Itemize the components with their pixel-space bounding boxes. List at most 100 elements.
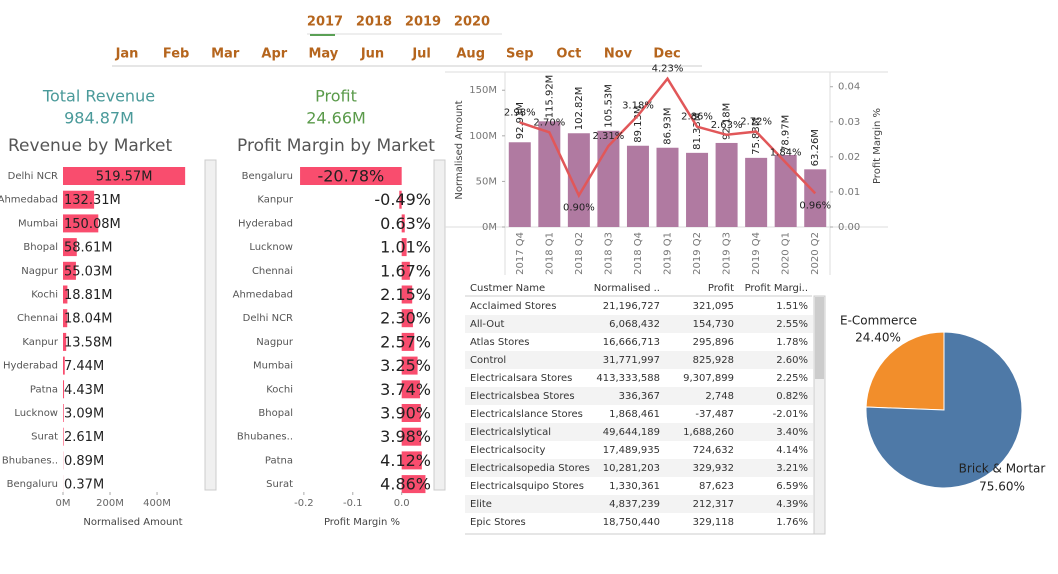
value-label: 3.74%	[380, 380, 431, 399]
value-label: 3.09M	[64, 407, 104, 422]
month-filter[interactable]: May	[309, 47, 339, 62]
value-label: 89.13M	[633, 105, 644, 142]
x-tick-label: 2019 Q2	[692, 232, 703, 275]
bar	[401, 451, 422, 470]
month-filter[interactable]: Aug	[456, 47, 485, 62]
table-cell: Control	[470, 355, 506, 366]
y2-tick-label: 0.01	[838, 187, 860, 198]
category-label: Patna	[265, 455, 293, 466]
value-label: 3.90%	[380, 404, 431, 423]
table-header: Normalised ..	[594, 283, 660, 294]
scrollbar[interactable]	[204, 159, 217, 491]
value-label: 2.57%	[380, 332, 431, 351]
bar	[63, 214, 99, 233]
scrollbar-thumb[interactable]	[815, 297, 824, 379]
month-filter[interactable]: Jan	[115, 47, 139, 62]
table-cell: Electricalsquipo Stores	[470, 481, 584, 492]
axis-title: Normalised Amount	[454, 100, 465, 199]
category-label: Patna	[30, 384, 58, 395]
bar	[401, 309, 413, 328]
value-label: 3.18%	[622, 100, 654, 111]
table-cell: 154,730	[693, 319, 734, 330]
table-cell: 295,896	[693, 337, 734, 348]
bar	[63, 261, 76, 280]
category-label: Hyderabad	[238, 218, 293, 229]
table-cell: Electricalslytical	[470, 427, 551, 438]
category-label: Kochi	[266, 384, 293, 395]
x-tick-label: 2019 Q4	[751, 232, 762, 275]
table-cell: 31,771,997	[603, 355, 660, 366]
table-cell: 3.21%	[776, 463, 808, 474]
month-filter[interactable]: Jul	[411, 47, 431, 62]
bar	[745, 157, 768, 227]
table-row-band	[465, 315, 813, 333]
table-cell: 1.78%	[776, 337, 808, 348]
table-cell: 2.25%	[776, 373, 808, 384]
table-cell: Electricalsara Stores	[470, 373, 572, 384]
chart-title: Profit Margin by Market	[237, 136, 435, 156]
month-filter[interactable]: Oct	[556, 47, 581, 62]
bar	[63, 404, 64, 422]
bar	[626, 145, 649, 227]
value-label: 519.57M	[96, 170, 153, 185]
pie-slice	[865, 331, 945, 411]
y2-tick-label: 0.03	[838, 117, 860, 128]
value-label: 0.63%	[380, 214, 431, 233]
bar	[63, 167, 186, 185]
value-label: 0.37M	[64, 478, 104, 493]
bar	[63, 427, 64, 446]
x-tick-label: -0.2	[294, 498, 314, 509]
pie-label: Brick & Mortar	[959, 462, 1046, 476]
table-cell: 16,666,713	[603, 337, 660, 348]
value-label: 2.72%	[740, 117, 772, 128]
category-label: Nagpur	[256, 337, 294, 348]
value-label: 2.31%	[593, 131, 625, 142]
table-row-band	[465, 351, 813, 369]
table-cell: 18,750,440	[603, 517, 660, 528]
table-cell: Atlas Stores	[470, 337, 530, 348]
value-label: 18.81M	[64, 288, 112, 303]
value-label: 2.61M	[64, 430, 104, 445]
bar	[63, 332, 67, 351]
month-filter[interactable]: Mar	[211, 47, 240, 62]
bar	[401, 214, 405, 233]
y-tick-label: 100M	[469, 131, 497, 142]
table-cell: 4.14%	[776, 445, 808, 456]
month-filter[interactable]: Apr	[261, 47, 287, 62]
y-tick-label: 0M	[482, 222, 497, 233]
table-cell: 49,644,189	[603, 427, 660, 438]
value-label: 105.53M	[603, 84, 614, 128]
scrollbar[interactable]	[433, 159, 446, 491]
year-filter[interactable]: 2018	[356, 15, 392, 30]
kpi-value: 24.66M	[306, 109, 366, 128]
table-cell: 9,307,899	[683, 373, 734, 384]
month-filter[interactable]: Feb	[163, 47, 189, 62]
category-label: Lucknow	[249, 242, 293, 253]
table-row-band	[465, 423, 813, 441]
month-filter[interactable]: Sep	[506, 47, 534, 62]
bar	[401, 261, 410, 280]
year-filter[interactable]: 2019	[405, 15, 441, 30]
month-filter[interactable]: Jun	[360, 47, 384, 62]
table-cell: 1,330,361	[609, 481, 660, 492]
bar	[538, 121, 561, 227]
table-cell: 0.82%	[776, 391, 808, 402]
pie-value-label: 24.40%	[855, 331, 901, 345]
table-cell: 1.76%	[776, 517, 808, 528]
month-filter[interactable]: Nov	[604, 47, 633, 62]
table-header: Custmer Name	[470, 283, 545, 294]
year-filter[interactable]: 2017	[307, 15, 343, 30]
bar	[63, 380, 65, 399]
value-label: 78.97M	[781, 115, 792, 152]
month-filter[interactable]: Dec	[653, 47, 680, 62]
value-label: 0.90%	[563, 202, 595, 213]
year-filter[interactable]: 2020	[454, 15, 490, 30]
bar	[63, 238, 77, 257]
pie-slice	[865, 331, 1023, 489]
category-label: Bengaluru	[7, 479, 58, 490]
category-label: Kanpur	[257, 195, 294, 206]
value-label: 3.98%	[380, 427, 431, 446]
x-tick-label: 2018 Q1	[544, 232, 555, 275]
category-label: Bhubanes..	[2, 455, 58, 466]
